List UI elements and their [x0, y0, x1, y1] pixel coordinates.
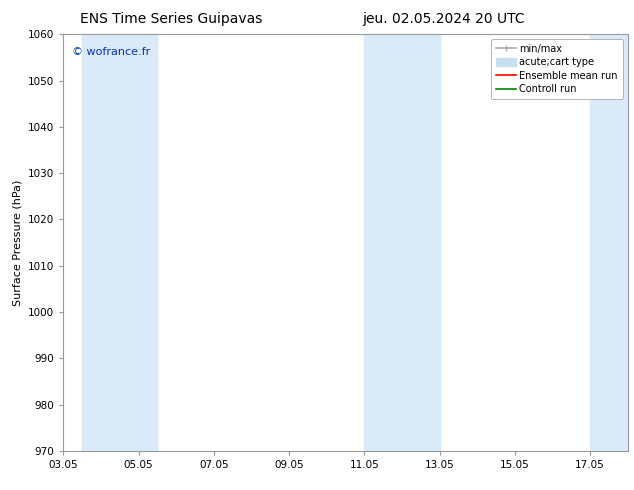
Bar	[590, 34, 631, 451]
Legend: min/max, acute;cart type, Ensemble mean run, Controll run: min/max, acute;cart type, Ensemble mean …	[491, 39, 623, 99]
Y-axis label: Surface Pressure (hPa): Surface Pressure (hPa)	[13, 179, 23, 306]
Bar	[365, 34, 439, 451]
Text: © wofrance.fr: © wofrance.fr	[72, 47, 150, 57]
Text: ENS Time Series Guipavas: ENS Time Series Guipavas	[80, 12, 262, 26]
Text: jeu. 02.05.2024 20 UTC: jeu. 02.05.2024 20 UTC	[363, 12, 525, 26]
Bar	[82, 34, 157, 451]
